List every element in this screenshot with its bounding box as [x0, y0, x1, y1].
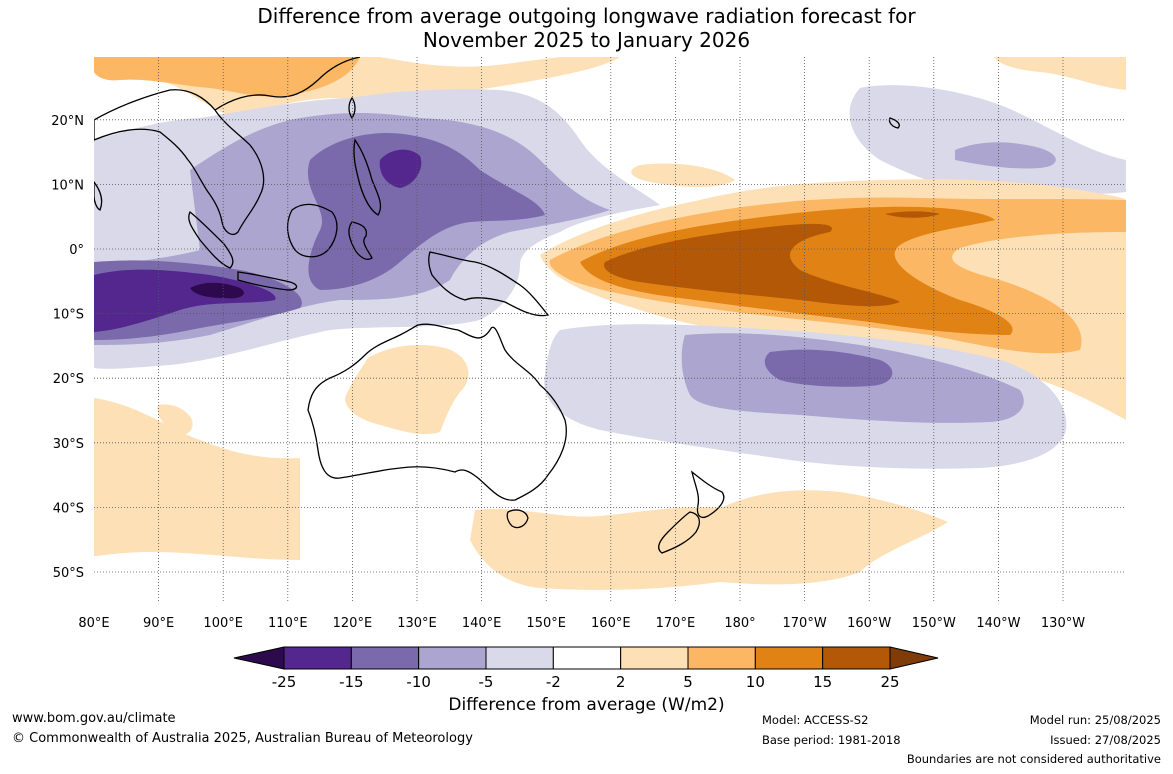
footer-disclaimer: Boundaries are not considered authoritat… [906, 752, 1161, 766]
colorbar-tick-label: -5 [479, 673, 494, 691]
anomaly-region [885, 211, 940, 218]
longitude-label: 150°E [526, 616, 566, 631]
colorbar-segment [620, 646, 689, 670]
footer-base-period: Base period: 1981-2018 [762, 733, 901, 747]
sulawesi-outline [348, 221, 373, 260]
colorbar-segment [485, 646, 554, 670]
colorbar: -25 -15 -10 -5 -2 2 5 10 15 25 [233, 646, 939, 691]
longitude-label: 110°E [268, 616, 308, 631]
colorbar-tick-label: -2 [546, 673, 561, 691]
anomaly-region [345, 345, 469, 435]
colorbar-tick-label: -10 [406, 673, 431, 691]
longitude-labels: 80°E 90°E 100°E 110°E 120°E 130°E 140°E 150°E 16… [78, 616, 1085, 631]
australia-outline [307, 323, 567, 501]
new-guinea-outline [428, 251, 550, 317]
colorbar-segment [754, 646, 824, 670]
colorbar-extend-max [889, 646, 939, 670]
nz-south-outline [658, 511, 701, 554]
anomaly-region [604, 223, 900, 307]
footer-model-run: Model run: 25/08/2025 [1029, 713, 1161, 727]
anomaly-region [379, 149, 422, 188]
footer-url[interactable]: www.bom.gov.au/climate [12, 711, 176, 726]
anomaly-region [955, 142, 1056, 169]
longitude-label: 140°E [462, 616, 502, 631]
colorbar-segment [687, 646, 756, 670]
latitude-label: 30°S [53, 437, 84, 452]
colorbar-tick-label: 10 [746, 673, 765, 691]
longitude-label: 150°W [912, 616, 956, 631]
latitude-label: 50°S [53, 566, 84, 581]
colorbar-tick-label: -15 [339, 673, 364, 691]
coastlines [94, 57, 900, 554]
longitude-label: 170°W [783, 616, 827, 631]
anomaly-region [631, 163, 735, 187]
footer-issued: Issued: 27/08/2025 [1050, 733, 1161, 747]
longitude-label: 100°E [203, 616, 243, 631]
latitude-label: 10°N [51, 178, 84, 193]
longitude-label: 130°W [1041, 616, 1085, 631]
latitude-labels: 20°N 10°N 0° 10°S 20°S 30°S 40°S 50°S [51, 114, 84, 581]
anomaly-region [94, 57, 360, 97]
colorbar-segment [418, 646, 487, 670]
tasmania-outline [506, 509, 529, 529]
anomaly-region [94, 398, 300, 560]
longitude-label: 90°E [143, 616, 174, 631]
borneo-outline [286, 203, 338, 258]
nz-north-outline [690, 470, 725, 519]
china-coast-outline [214, 57, 361, 111]
colorbar-segment [283, 646, 352, 670]
colorbar-tick-label: 25 [880, 673, 899, 691]
colorbar-tick-label: 15 [813, 673, 832, 691]
india-tip-outline [94, 180, 103, 211]
longitude-label: 140°W [976, 616, 1020, 631]
colorbar-segment [822, 646, 891, 670]
anomaly-region [849, 85, 1126, 194]
colorbar-title: Difference from average (W/m2) [448, 695, 725, 715]
longitude-label: 180° [724, 616, 755, 631]
se-asia-outline [94, 89, 265, 236]
anomaly-region [190, 282, 245, 299]
longitude-label: 130°E [397, 616, 437, 631]
footer-copyright: © Commonwealth of Australia 2025, Austra… [12, 731, 473, 746]
hawaii-outline [888, 117, 900, 129]
colorbar-tick-label: 2 [616, 673, 626, 691]
colorbar-segment [552, 646, 622, 670]
latitude-label: 40°S [53, 501, 84, 516]
title-line-1: Difference from average outgoing longwav… [257, 4, 916, 28]
latitude-label: 10°S [53, 308, 84, 323]
longitude-label: 160°E [591, 616, 631, 631]
footer-model: Model: ACCESS-S2 [762, 713, 869, 727]
longitude-label: 80°E [78, 616, 109, 631]
anomaly-region [157, 404, 193, 435]
colorbar-segment [350, 646, 420, 670]
gridlines [94, 57, 1126, 602]
anomaly-region [470, 490, 948, 590]
java-outline [237, 271, 298, 291]
sumatra-outline [188, 210, 234, 269]
colorbar-tick-label: 5 [683, 673, 693, 691]
colorbar-extend-min [233, 646, 285, 670]
longitude-label: 120°E [333, 616, 373, 631]
map-title: Difference from average outgoing longwav… [0, 4, 1173, 52]
longitude-label: 170°E [656, 616, 696, 631]
latitude-label: 20°S [53, 372, 84, 387]
latitude-label: 20°N [51, 114, 84, 129]
title-line-2: November 2025 to January 2026 [422, 28, 751, 52]
colorbar-tick-label: -25 [272, 673, 297, 691]
latitude-label: 0° [69, 243, 84, 258]
anomaly-region [764, 349, 893, 387]
philippines-outline [353, 138, 382, 216]
anomaly-region [994, 57, 1126, 90]
longitude-label: 160°W [847, 616, 891, 631]
